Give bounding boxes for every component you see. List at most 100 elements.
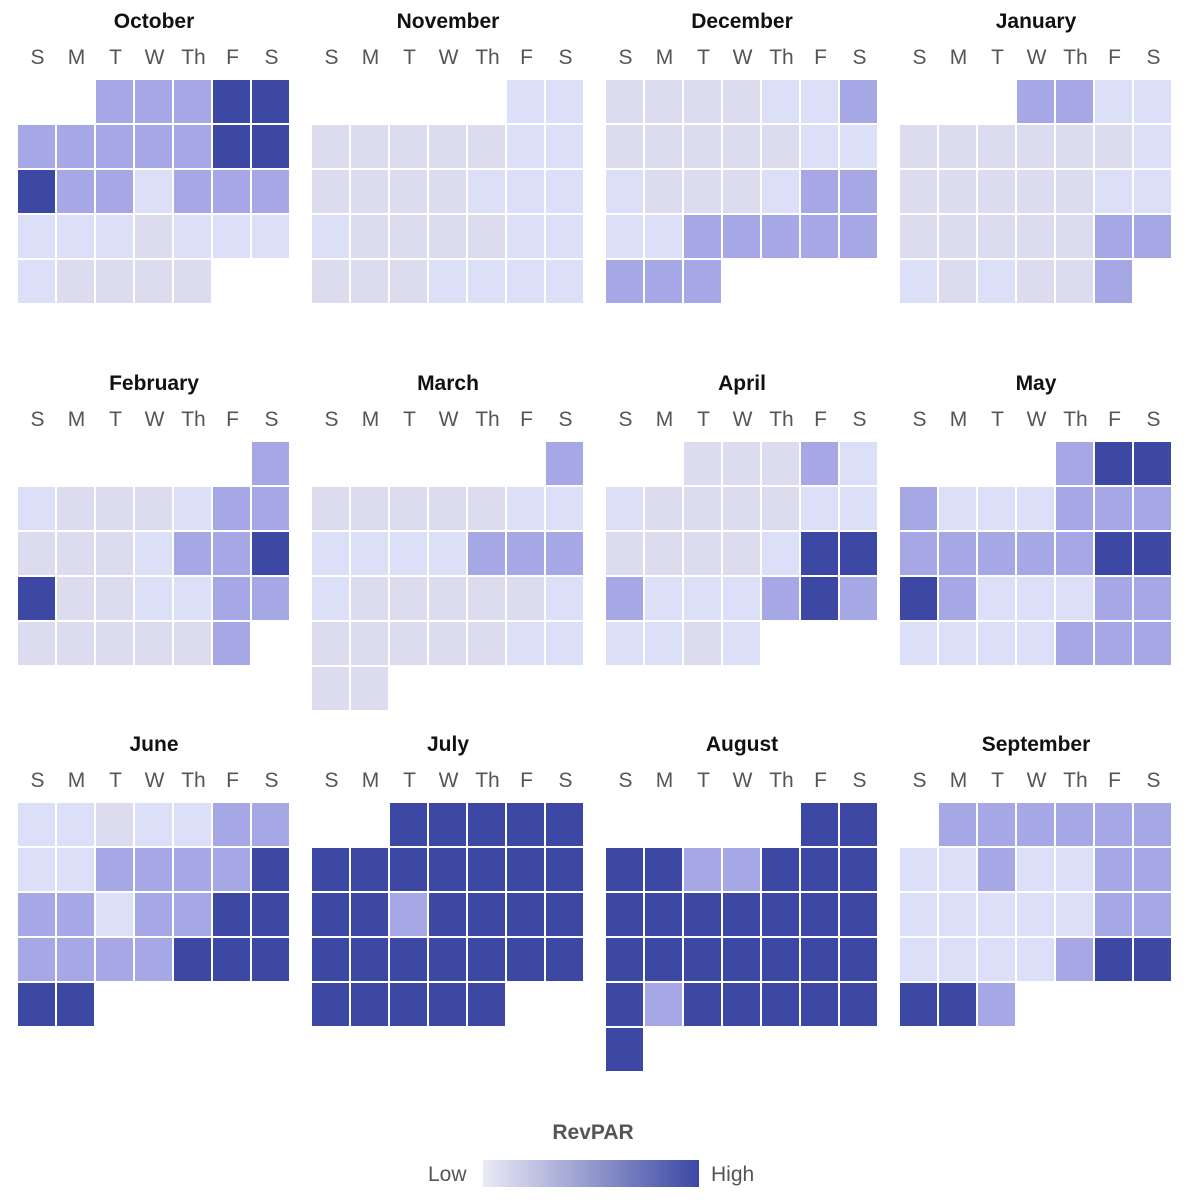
day-cell [900,622,937,665]
weekday-label: W [732,408,753,431]
day-cell [507,532,544,575]
weekday-label: S [30,46,45,69]
day-cell [213,487,250,530]
day-cell [135,125,172,168]
day-cell [840,487,877,530]
day-cell [174,215,211,258]
day-cell [468,260,505,303]
day-cell [468,577,505,620]
day-cell [213,125,250,168]
weekday-label: S [264,769,279,792]
day-cell [978,848,1015,891]
day-cell [135,622,172,665]
day-cell [723,215,760,258]
weekday-label: M [949,408,968,431]
day-cell [939,622,976,665]
weekday-label: S [852,46,867,69]
weekday-label: S [852,408,867,431]
day-cell [252,577,289,620]
day-cell [1056,938,1093,981]
day-cell [1134,215,1171,258]
day-cell [312,893,349,936]
day-cell [213,532,250,575]
day-cell [801,532,838,575]
day-cell [1095,442,1132,485]
day-cell [351,577,388,620]
weekday-label: W [438,769,459,792]
day-cell [96,215,133,258]
day-cell [312,667,349,710]
day-cell [645,260,682,303]
day-cell [762,938,799,981]
day-cell [723,532,760,575]
day-cell [18,215,55,258]
day-cell [57,532,94,575]
day-cell [762,893,799,936]
weekday-label: S [912,408,927,431]
day-cell [645,622,682,665]
day-cell [96,80,133,123]
day-cell [390,938,427,981]
day-cell [429,487,466,530]
day-cell [939,803,976,846]
day-cell [213,577,250,620]
day-cell [57,577,94,620]
day-cell [96,848,133,891]
day-cell [546,893,583,936]
weekday-label: M [949,46,968,69]
day-cell [645,848,682,891]
day-cell [252,893,289,936]
day-cell [939,170,976,213]
month-title: February [109,372,199,395]
day-cell [18,893,55,936]
day-cell [900,893,937,936]
weekday-label: T [697,769,710,792]
day-cell [18,125,55,168]
month-title: December [691,10,793,33]
day-cell [390,803,427,846]
weekday-label: F [520,408,533,431]
legend-gradient-bar [483,1160,699,1187]
day-cell [939,983,976,1026]
day-cell [174,803,211,846]
day-cell [57,215,94,258]
day-cell [723,442,760,485]
day-cell [840,577,877,620]
day-cell [213,938,250,981]
weekday-label: Th [1063,46,1088,69]
day-cell [546,260,583,303]
day-cell [1056,622,1093,665]
day-cell [684,125,721,168]
day-cell [645,215,682,258]
legend-high-label: High [711,1163,755,1186]
day-cell [684,487,721,530]
month-title: March [417,372,479,395]
weekday-label: M [361,46,380,69]
day-cell [507,125,544,168]
day-cell [390,125,427,168]
day-cell [468,487,505,530]
day-cell [174,577,211,620]
weekday-label: Th [1063,408,1088,431]
day-cell [507,80,544,123]
weekday-label: Th [769,408,794,431]
day-cell [1095,260,1132,303]
day-cell [1134,803,1171,846]
day-cell [429,577,466,620]
day-cell [213,622,250,665]
day-cell [174,938,211,981]
day-cell [978,577,1015,620]
day-cell [1134,848,1171,891]
day-cell [312,938,349,981]
day-cell [939,577,976,620]
month-title: June [129,733,179,756]
day-cell [645,125,682,168]
day-cell [507,260,544,303]
weekday-label: F [1108,46,1121,69]
day-cell [762,80,799,123]
day-cell [900,487,937,530]
day-cell [213,170,250,213]
day-cell [978,893,1015,936]
day-cell [645,532,682,575]
day-cell [801,803,838,846]
